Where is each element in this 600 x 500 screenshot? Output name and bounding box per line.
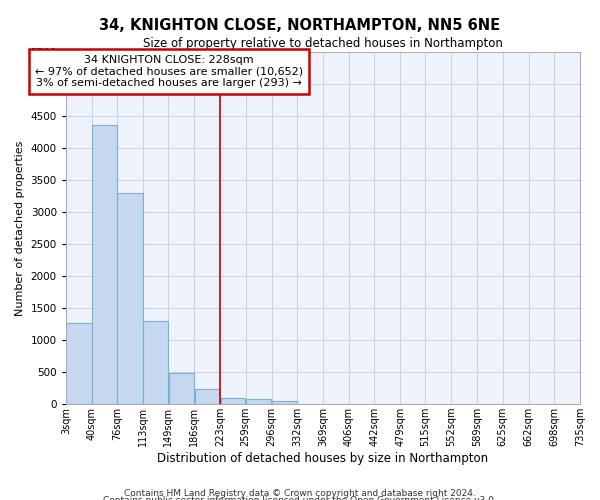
Bar — [118, 192, 143, 404]
Text: 34, KNIGHTON CLOSE, NORTHAMPTON, NN5 6NE: 34, KNIGHTON CLOSE, NORTHAMPTON, NN5 6NE — [100, 18, 500, 32]
Bar — [143, 321, 168, 404]
Bar — [169, 373, 194, 404]
Bar — [194, 389, 220, 404]
Bar — [92, 126, 117, 404]
Title: Size of property relative to detached houses in Northampton: Size of property relative to detached ho… — [143, 38, 503, 51]
Bar — [66, 323, 92, 404]
Bar — [246, 400, 271, 404]
Text: Contains public sector information licensed under the Open Government Licence v3: Contains public sector information licen… — [103, 496, 497, 500]
Bar — [272, 400, 296, 404]
Bar — [221, 398, 245, 404]
Text: 34 KNIGHTON CLOSE: 228sqm
← 97% of detached houses are smaller (10,652)
3% of se: 34 KNIGHTON CLOSE: 228sqm ← 97% of detac… — [35, 55, 303, 88]
X-axis label: Distribution of detached houses by size in Northampton: Distribution of detached houses by size … — [157, 452, 488, 465]
Text: Contains HM Land Registry data © Crown copyright and database right 2024.: Contains HM Land Registry data © Crown c… — [124, 488, 476, 498]
Y-axis label: Number of detached properties: Number of detached properties — [15, 140, 25, 316]
